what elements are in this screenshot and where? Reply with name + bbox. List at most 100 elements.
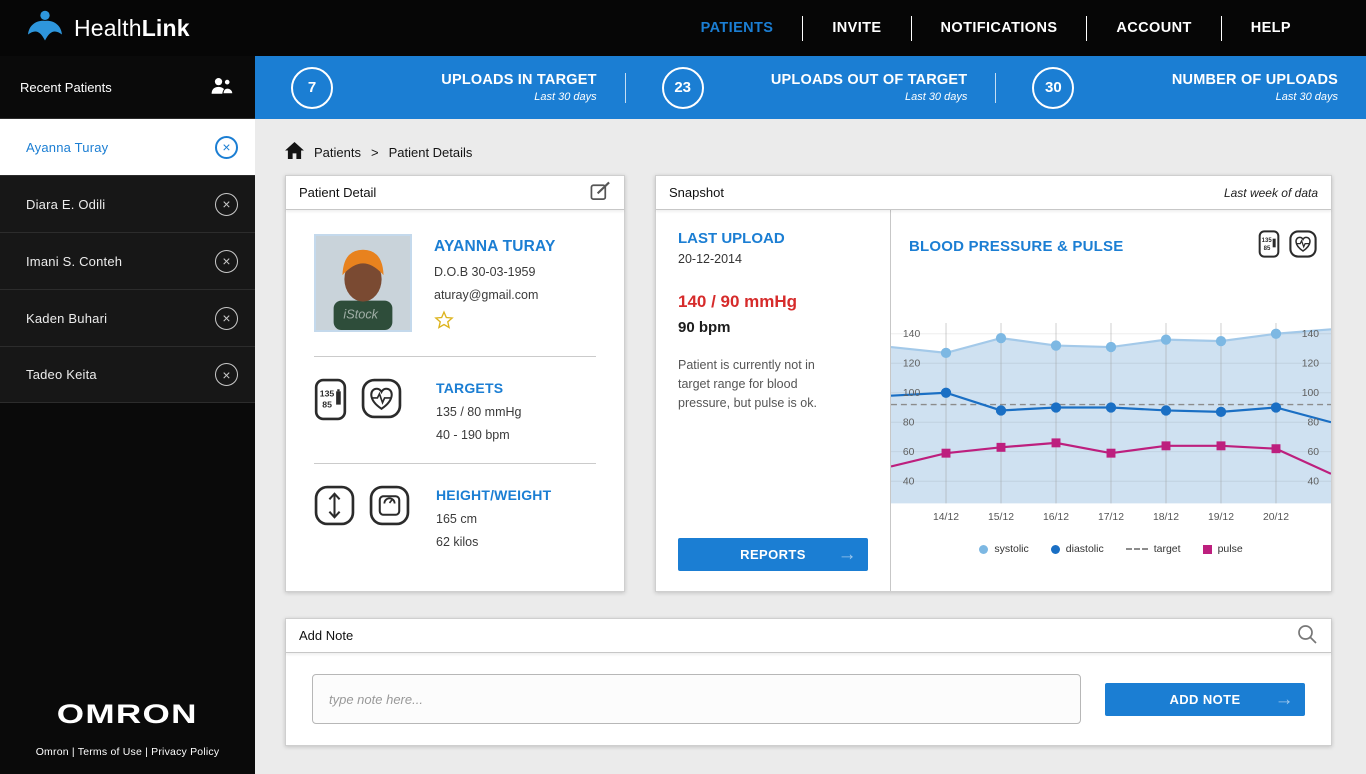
patient-info: AYANNA TURAY D.O.B 30-03-1959 aturay@gma… [434,234,556,335]
breadcrumb: Patients > Patient Details [285,133,1332,171]
note-input[interactable] [312,674,1081,724]
snapshot-body: LAST UPLOAD 20-12-2014 140 / 90 mmHg 90 … [656,210,1331,591]
stat-label: UPLOADS IN TARGET [441,72,597,88]
healthlink-logo-icon [26,9,64,48]
stat-text: UPLOADS IN TARGET Last 30 days [349,72,597,103]
nav-account[interactable]: ACCOUNT [1116,20,1192,36]
nav-divider [1220,15,1222,41]
stats-divider [995,72,997,103]
patients-group-icon[interactable] [209,76,235,99]
legend-diastolic: diastolic [1050,543,1104,555]
breadcrumb-patients[interactable]: Patients [314,144,361,160]
target-bp: 135 / 80 mmHg [436,405,522,419]
divider [314,463,596,464]
last-upload-pane: LAST UPLOAD 20-12-2014 140 / 90 mmHg 90 … [656,210,891,591]
chart-header-icons: 135 85 [1258,230,1317,263]
edit-icon[interactable] [590,181,611,205]
last-upload-note: Patient is currently not in target range… [678,358,817,410]
svg-text:135: 135 [320,388,335,398]
reports-button-label: REPORTS [740,547,806,562]
legend-target: target [1125,543,1181,555]
nav-patients[interactable]: PATIENTS [700,20,774,36]
svg-text:140: 140 [903,329,921,340]
stat-text: NUMBER OF UPLOADS Last 30 days [1090,72,1338,103]
svg-text:14/12: 14/12 [933,512,959,523]
weight-scale-icon [369,485,410,531]
svg-text:17/12: 17/12 [1098,512,1124,523]
recent-patient-list: Ayanna Turay × Diara E. Odili × Imani S.… [0,118,255,403]
add-note-button[interactable]: ADD NOTE → [1105,682,1305,716]
patient-row[interactable]: Imani S. Conteh × [0,232,255,289]
remove-patient-icon[interactable]: × [215,363,238,386]
nav-help[interactable]: HELP [1250,20,1291,36]
height-weight-section: HEIGHT/WEIGHT 165 cm 62 kilos [314,485,596,549]
svg-text:15/12: 15/12 [988,512,1014,523]
svg-text:19/12: 19/12 [1208,512,1234,523]
heart-pulse-icon [361,378,402,424]
patient-row[interactable]: Diara E. Odili × [0,175,255,232]
patient-detail-body: iStock AYANNA TURAY D.O.B 30-03-1959 atu… [286,210,624,591]
arrow-right-icon: → [1274,688,1294,710]
nav-notifications[interactable]: NOTIFICATIONS [940,20,1058,36]
nav-divider [1086,15,1088,41]
svg-text:18/12: 18/12 [1153,512,1179,523]
patient-detail-title: Patient Detail [299,185,377,200]
snapshot-subtitle: Last week of data [1223,185,1318,200]
breadcrumb-patient-details: Patient Details [388,144,473,160]
legend-pulse: pulse [1202,543,1243,555]
chart-title: BLOOD PRESSURE & PULSE [909,238,1124,255]
nav-invite[interactable]: INVITE [832,20,882,36]
svg-text:60: 60 [1308,447,1320,458]
brand[interactable]: HealthLink [26,9,190,48]
heart-pulse-icon [1289,230,1317,263]
snapshot-card: Snapshot Last week of data LAST UPLOAD 2… [655,175,1332,592]
arrow-right-icon: → [837,544,857,565]
snapshot-header: Snapshot Last week of data [656,176,1331,210]
brand-name: HealthLink [74,14,190,41]
top-nav: PATIENTS INVITE NOTIFICATIONS ACCOUNT HE… [672,0,1366,56]
favorite-star-icon[interactable] [434,310,556,335]
patient-row[interactable]: Ayanna Turay × [0,118,255,175]
bp-monitor-icon: 135 85 [314,378,347,426]
nav-divider [802,15,804,41]
nav-divider [910,15,912,41]
chart-pane: BLOOD PRESSURE & PULSE 135 85 [891,210,1331,591]
stat-value-badge: 7 [291,66,333,109]
patient-name: Ayanna Turay [26,139,109,155]
remove-patient-icon[interactable]: × [215,249,238,273]
sidebar-footer: OMRON Omron | Terms of Use | Privacy Pol… [0,699,255,758]
last-upload-bp: 140 / 90 mmHg [678,292,798,311]
add-note-body: ADD NOTE → [286,653,1331,745]
remove-patient-icon[interactable]: × [215,306,238,330]
add-note-title: Add Note [299,628,354,643]
recent-patients-label: Recent Patients [20,79,112,95]
add-note-card: Add Note ADD NOTE → [285,618,1332,746]
patient-photo: iStock [314,234,412,332]
snapshot-title: Snapshot [669,185,724,200]
patient-detail-card: Patient Detail iStock [285,175,625,592]
home-icon[interactable] [285,142,304,162]
stat-uploads-out-of-target: 23 UPLOADS OUT OF TARGET Last 30 days [626,56,996,119]
add-note-button-label: ADD NOTE [1169,691,1241,707]
remove-patient-icon[interactable]: × [215,135,238,159]
patient-detail-header: Patient Detail [286,176,624,210]
height-weight-heading: HEIGHT/WEIGHT [436,487,552,503]
target-pulse: 40 - 190 bpm [436,428,510,442]
divider [314,356,596,357]
search-icon[interactable] [1296,623,1318,648]
footer-links[interactable]: Omron | Terms of Use | Privacy Policy [35,746,220,758]
targets-heading: TARGETS [436,380,504,396]
stat-sublabel: Last 30 days [904,91,968,103]
patient-row[interactable]: Tadeo Keita × [0,346,255,403]
add-note-header: Add Note [286,619,1331,653]
patient-name: Imani S. Conteh [26,253,123,269]
patient-row[interactable]: Kaden Buhari × [0,289,255,346]
bp-pulse-chart: 140 140 120 120 100 100 80 80 60 60 40 40 14/12 15/12… [891,322,1331,523]
reports-button[interactable]: REPORTS → [678,538,868,571]
patient-full-name: AYANNA TURAY [434,238,556,255]
remove-patient-icon[interactable]: × [215,192,238,216]
svg-text:135: 135 [1262,238,1273,244]
svg-text:40: 40 [1308,477,1320,488]
last-upload-pulse: 90 bpm [678,319,731,336]
